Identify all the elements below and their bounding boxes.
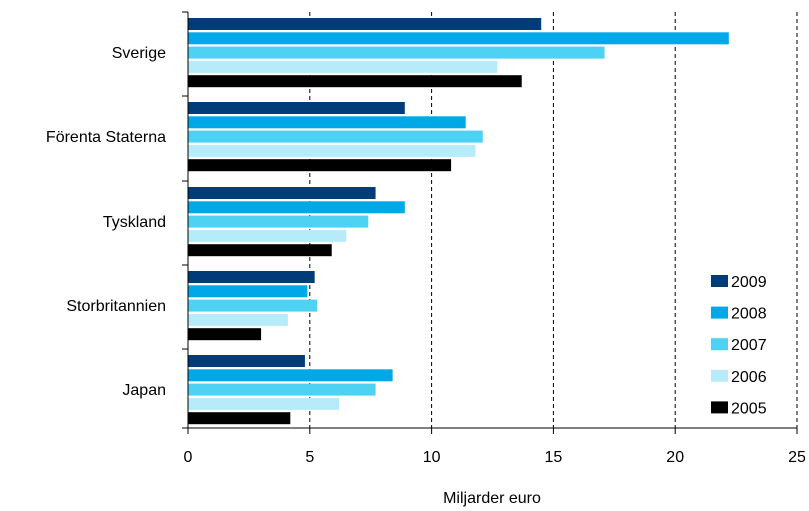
bar-2006 [188, 229, 347, 242]
bar-2007 [188, 130, 483, 143]
category-label: Storbritannien [66, 298, 166, 315]
bar-2008 [188, 116, 466, 129]
bar-2005 [188, 159, 452, 172]
bar-2009 [188, 271, 315, 283]
legend-label: 2006 [731, 369, 767, 386]
x-tick-label: 10 [423, 449, 441, 466]
axes [182, 11, 797, 429]
legend-swatch [711, 401, 728, 414]
bar-2009 [188, 355, 305, 367]
x-tick-label: 15 [545, 449, 563, 466]
bar-2008 [188, 201, 405, 214]
bar-2007 [188, 46, 605, 59]
legend: 2009 2008 2007 2006 2005 [711, 274, 767, 417]
bar-2008 [188, 285, 308, 298]
bar-2006 [188, 397, 340, 410]
legend-swatch [711, 369, 728, 382]
bar-2005 [188, 328, 262, 341]
x-ticks: 0 5 10 15 20 25 [184, 428, 806, 466]
bars [188, 18, 729, 425]
category-label: Japan [122, 382, 166, 399]
legend-label: 2008 [731, 306, 767, 323]
bar-2008 [188, 32, 729, 45]
category-labels: Sverige Förenta Staterna Tyskland Storbrita… [46, 45, 166, 399]
x-tick-label: 0 [184, 449, 193, 466]
bar-2009 [188, 187, 376, 199]
x-tick-label: 5 [305, 449, 314, 466]
bar-2005 [188, 412, 291, 425]
bar-2008 [188, 369, 393, 382]
bar-2007 [188, 383, 376, 396]
legend-label: 2005 [731, 400, 767, 417]
legend-label: 2009 [731, 274, 767, 291]
legend-label: 2007 [731, 337, 767, 354]
category-label: Förenta Staterna [46, 129, 166, 146]
x-tick-label: 25 [788, 449, 806, 466]
bar-2005 [188, 75, 522, 88]
bar-2007 [188, 215, 369, 228]
bar-2009 [188, 102, 405, 114]
legend-swatch [711, 275, 728, 287]
x-tick-label: 20 [666, 449, 684, 466]
bar-2006 [188, 144, 476, 157]
x-axis-title: Miljarder euro [443, 490, 541, 507]
bar-2007 [188, 299, 318, 312]
gridlines [309, 12, 798, 428]
legend-swatch [711, 306, 728, 319]
bar-2005 [188, 244, 332, 257]
legend-swatch [711, 338, 728, 351]
bar-2006 [188, 313, 288, 326]
category-label: Sverige [112, 45, 166, 62]
bar-2006 [188, 60, 498, 73]
category-label: Tyskland [103, 214, 166, 231]
bar-2009 [188, 18, 542, 30]
